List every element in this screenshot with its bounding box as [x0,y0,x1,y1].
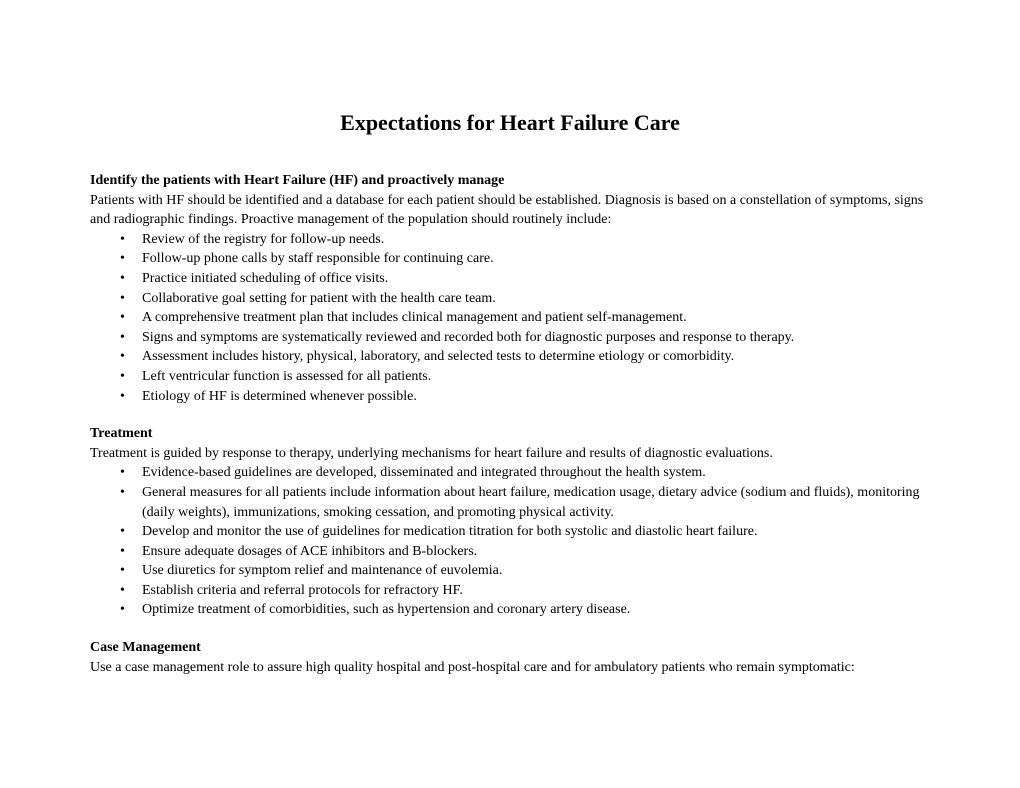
section-intro: Patients with HF should be identified an… [90,191,930,230]
list-item: Ensure adequate dosages of ACE inhibitor… [142,542,930,562]
bullet-list: Review of the registry for follow-up nee… [90,230,930,406]
list-item: Practice initiated scheduling of office … [142,269,930,289]
document-title: Expectations for Heart Failure Care [90,110,930,136]
list-item: Follow-up phone calls by staff responsib… [142,249,930,269]
section-heading: Case Management [90,638,930,658]
list-item: Evidence-based guidelines are developed,… [142,463,930,483]
list-item: Develop and monitor the use of guideline… [142,522,930,542]
list-item: A comprehensive treatment plan that incl… [142,308,930,328]
list-item: Use diuretics for symptom relief and mai… [142,561,930,581]
section-heading: Treatment [90,424,930,444]
list-item: General measures for all patients includ… [142,483,930,522]
section-heading: Identify the patients with Heart Failure… [90,171,930,191]
section-intro: Use a case management role to assure hig… [90,658,930,678]
list-item: Establish criteria and referral protocol… [142,581,930,601]
list-item: Optimize treatment of comorbidities, suc… [142,600,930,620]
section-case-management: Case Management Use a case management ro… [90,638,930,677]
list-item: Etiology of HF is determined whenever po… [142,387,930,407]
list-item: Left ventricular function is assessed fo… [142,367,930,387]
list-item: Collaborative goal setting for patient w… [142,289,930,309]
list-item: Signs and symptoms are systematically re… [142,328,930,348]
bullet-list: Evidence-based guidelines are developed,… [90,463,930,620]
list-item: Review of the registry for follow-up nee… [142,230,930,250]
section-treatment: Treatment Treatment is guided by respons… [90,424,930,620]
section-intro: Treatment is guided by response to thera… [90,444,930,464]
list-item: Assessment includes history, physical, l… [142,347,930,367]
section-identify: Identify the patients with Heart Failure… [90,171,930,406]
